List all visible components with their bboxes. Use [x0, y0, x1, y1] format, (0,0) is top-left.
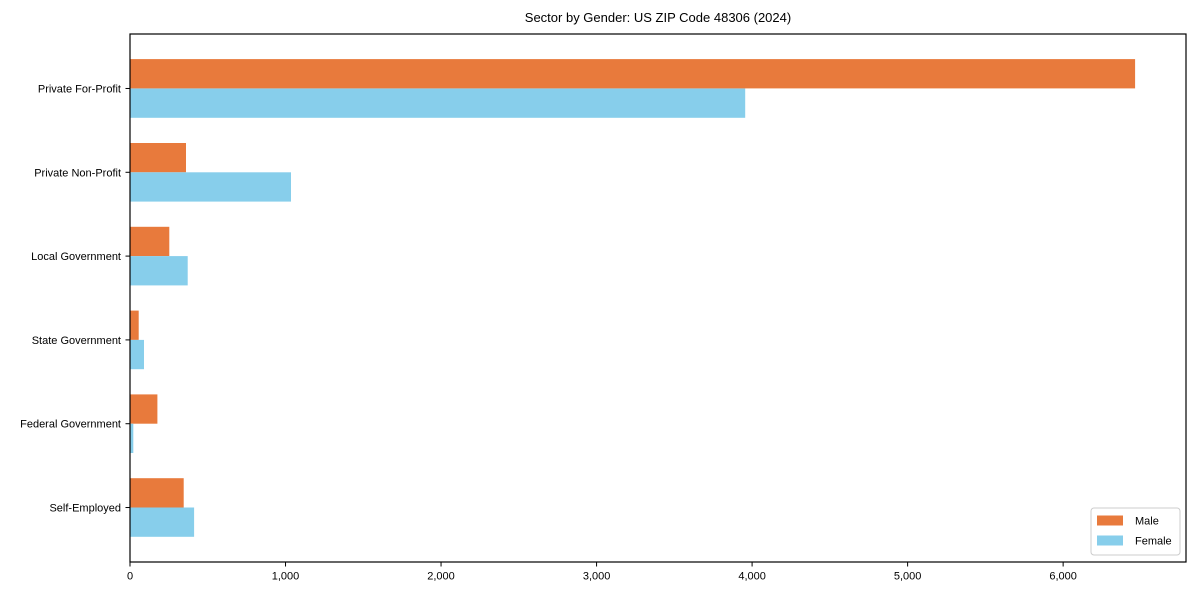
- chart-title: Sector by Gender: US ZIP Code 48306 (202…: [525, 10, 791, 25]
- y-tick-label-4: Federal Government: [20, 419, 121, 431]
- legend-swatch-male: [1097, 515, 1123, 526]
- bar-female-1: [130, 172, 291, 202]
- bar-male-5: [130, 478, 184, 508]
- x-tick-label-0: 0: [127, 571, 133, 583]
- legend-label-male: Male: [1135, 516, 1159, 528]
- legend-swatch-female: [1097, 535, 1123, 546]
- bar-male-4: [130, 394, 158, 424]
- bar-male-3: [130, 310, 139, 340]
- bar-male-2: [130, 226, 170, 257]
- bar-female-3: [130, 339, 144, 370]
- x-tick-label-2: 2,000: [427, 571, 455, 583]
- plot-border: [129, 33, 1187, 563]
- y-tick-label-1: Private Non-Profit: [34, 167, 121, 179]
- bar-male-0: [130, 59, 1136, 89]
- x-tick-label-4: 4,000: [738, 571, 766, 583]
- y-axis-labels: Private For-Profit Private Non-Profit Loca…: [20, 84, 130, 515]
- x-tick-label-1: 1,000: [272, 571, 300, 583]
- y-tick-label-0: Private For-Profit: [38, 84, 121, 96]
- bar-female-4: [130, 423, 134, 453]
- x-tick-label-6: 6,000: [1049, 571, 1077, 583]
- bar-male-1: [130, 143, 186, 173]
- bar-female-2: [130, 256, 188, 286]
- y-tick-label-2: Local Government: [31, 251, 121, 263]
- bars-group: [130, 59, 1136, 537]
- x-tick-label-3: 3,000: [583, 571, 611, 583]
- bar-female-0: [130, 88, 746, 118]
- legend: Male Female: [1090, 507, 1181, 556]
- y-tick-label-5: Self-Employed: [49, 503, 121, 515]
- x-axis-ticks: 0 1,000 2,000 3,000 4,000 5,000 6,000: [127, 562, 1077, 583]
- x-tick-label-5: 5,000: [894, 571, 922, 583]
- y-tick-label-3: State Government: [32, 335, 121, 347]
- legend-label-female: Female: [1135, 536, 1172, 548]
- bar-female-5: [130, 507, 195, 537]
